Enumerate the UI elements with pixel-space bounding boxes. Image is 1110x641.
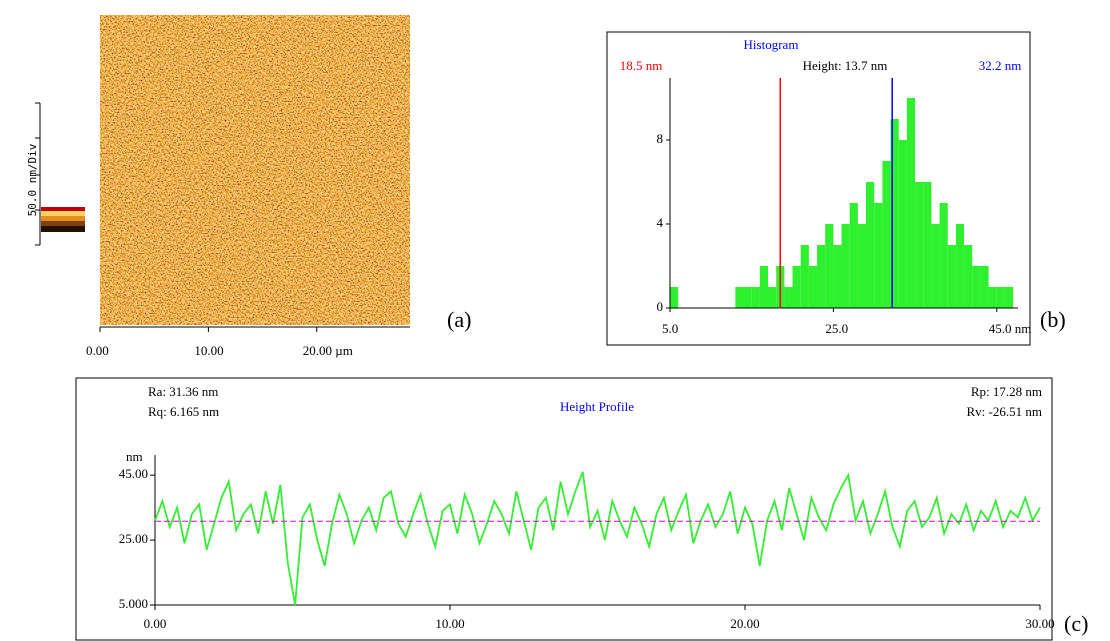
histogram-bar <box>800 244 809 308</box>
histogram-bar <box>792 265 801 308</box>
y-axis-label: nm <box>126 449 143 464</box>
annotation: Rv: -26.51 nm <box>967 404 1042 419</box>
histogram-bar <box>988 286 997 308</box>
histogram-bar <box>890 118 899 309</box>
profile-line <box>154 471 1041 606</box>
x-tick-label: 5.0 <box>662 321 678 336</box>
panel-label: (b) <box>1040 307 1066 332</box>
histogram-bar <box>735 286 744 308</box>
cursor-label: 18.5 nm <box>620 58 663 73</box>
y-tick-label: 4 <box>657 215 664 230</box>
histogram-frame <box>606 31 1031 346</box>
histogram-bar <box>939 202 948 308</box>
histogram-bar <box>955 223 965 308</box>
histogram-bar <box>670 286 679 308</box>
histogram-bar <box>808 265 818 308</box>
y-tick-label: 45.00 <box>119 466 148 481</box>
x-tick-label: 45.0 nm <box>989 321 1032 336</box>
histogram-bar <box>882 160 891 308</box>
y-tick-label: 8 <box>657 131 664 146</box>
x-tick-label: 30.00 <box>1025 616 1054 631</box>
histogram-bar <box>751 286 760 308</box>
histogram-bar <box>857 223 867 308</box>
scale-bar <box>35 102 41 246</box>
histogram-bar <box>874 202 883 308</box>
x-tick-label: 0.00 <box>144 616 167 631</box>
scale-label: 50.0 nm/Div <box>26 143 39 216</box>
histogram-bar <box>947 244 956 308</box>
annotation: Ra: 31.36 nm <box>148 384 218 399</box>
histogram-bar <box>759 265 769 308</box>
afm-image <box>100 15 410 325</box>
histogram-bar <box>825 223 834 308</box>
histogram-bar <box>923 181 932 308</box>
histogram-bar <box>1004 286 1014 308</box>
y-tick-label: 25.00 <box>119 531 148 546</box>
color-bar <box>41 207 85 232</box>
x-tick-label: 10.00 <box>435 616 464 631</box>
histogram-bar <box>898 139 907 308</box>
histogram-bar <box>833 244 842 308</box>
x-tick-label: 10.00 <box>194 343 223 358</box>
panel-label: (c) <box>1064 611 1088 636</box>
histogram-bar <box>964 244 973 308</box>
panel-label: (a) <box>447 307 471 332</box>
histogram-bar <box>996 286 1005 308</box>
histogram-bar <box>866 181 875 308</box>
profile-frame <box>75 377 1053 641</box>
histogram-bar <box>841 223 850 308</box>
histogram-bar <box>743 286 752 308</box>
y-tick-label: 5.000 <box>119 596 148 611</box>
x-tick-label: 0.00 <box>86 343 109 358</box>
histogram-bar <box>817 244 826 308</box>
y-tick-label: 0 <box>657 299 664 314</box>
histogram-bar <box>784 286 793 308</box>
chart-title: Histogram <box>744 37 799 52</box>
x-tick-label: 20.00 µm <box>303 343 353 358</box>
chart-title: Height Profile <box>560 399 634 414</box>
annotation: Rp: 17.28 nm <box>971 384 1042 399</box>
histogram-bar <box>931 223 940 308</box>
cursor-label: 32.2 nm <box>979 58 1022 73</box>
histogram-bar <box>972 265 981 308</box>
x-tick-label: 25.0 <box>825 321 848 336</box>
x-tick-label: 20.00 <box>730 616 759 631</box>
annotation: Rq: 6.165 nm <box>148 404 219 419</box>
histogram-bar <box>768 286 777 308</box>
histogram-bar <box>906 97 916 308</box>
histogram-bar <box>915 181 924 308</box>
annotation: Height: 13.7 nm <box>803 58 888 73</box>
histogram-bar <box>980 265 989 308</box>
histogram-bar <box>849 202 858 308</box>
